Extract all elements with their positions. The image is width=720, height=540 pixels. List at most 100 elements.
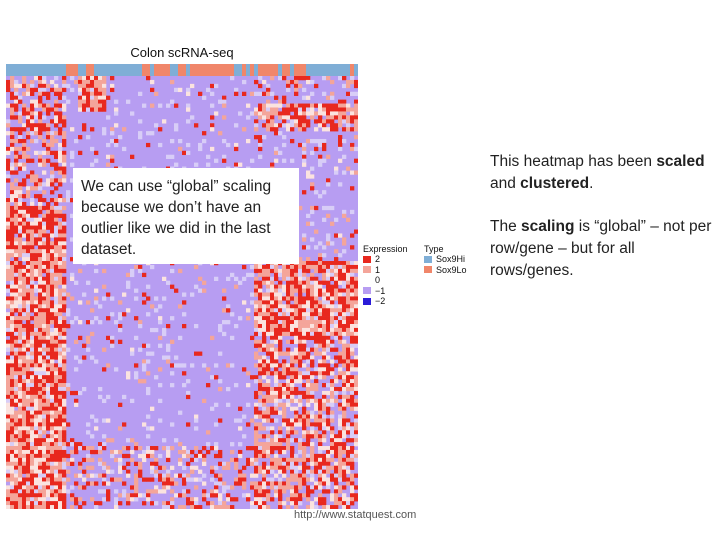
heatmap-cell — [338, 182, 343, 187]
heatmap-cell — [314, 465, 319, 470]
heatmap-cell — [274, 284, 279, 289]
heatmap-cell — [254, 390, 259, 396]
heatmap-cell — [78, 465, 83, 470]
heatmap-cell — [10, 457, 15, 463]
heatmap-cell — [58, 213, 63, 219]
heatmap-cell — [82, 485, 87, 490]
heatmap-cell — [330, 284, 335, 289]
heatmap-cell — [6, 174, 11, 179]
heatmap-cell — [38, 76, 43, 81]
heatmap-cell — [22, 418, 27, 423]
heatmap-cell — [190, 83, 195, 89]
heatmap-cell — [6, 284, 11, 289]
heatmap-cell — [26, 469, 31, 474]
heatmap-cell — [282, 316, 287, 321]
heatmap-cell — [6, 453, 11, 459]
heatmap-cell — [310, 363, 315, 368]
heatmap-cell — [326, 268, 331, 274]
heatmap-cell — [122, 312, 127, 317]
heatmap-cell — [318, 158, 323, 163]
heatmap-cell — [330, 347, 335, 352]
heatmap-cell — [22, 351, 27, 356]
heatmap-cell — [62, 123, 67, 128]
heatmap-cell — [50, 308, 55, 313]
heatmap-cell — [326, 477, 331, 482]
heatmap-cell — [298, 323, 303, 329]
heatmap-cell — [354, 386, 358, 392]
heatmap-cell — [30, 221, 35, 226]
heatmap-cell — [46, 257, 51, 262]
heatmap-cell — [54, 119, 59, 124]
heatmap-cell — [58, 327, 63, 333]
heatmap-cell — [346, 316, 351, 321]
heatmap-cell — [210, 335, 215, 341]
heatmap-cell — [58, 406, 63, 411]
heatmap-cell — [350, 316, 355, 321]
heatmap-cell — [90, 449, 95, 455]
heatmap-cell — [170, 339, 175, 344]
heatmap-cell — [274, 331, 279, 337]
heatmap-cell — [198, 469, 203, 474]
heatmap-cell — [222, 320, 227, 325]
heatmap-cell — [30, 383, 35, 388]
heatmap-cell — [122, 453, 127, 459]
heatmap-cell — [54, 225, 59, 230]
heatmap-cell — [170, 284, 175, 289]
heatmap-cell — [6, 158, 11, 163]
heatmap-cell — [178, 449, 183, 455]
heatmap-cell — [162, 446, 167, 451]
heatmap-cell — [98, 386, 103, 392]
heatmap-cell — [46, 327, 51, 333]
heatmap-cell — [306, 386, 311, 392]
heatmap-cell — [270, 123, 275, 128]
heatmap-cell — [6, 505, 11, 509]
heatmap-cell — [14, 410, 19, 415]
heatmap-cell — [278, 304, 283, 309]
heatmap-cell — [258, 292, 263, 297]
heatmap-cell — [354, 335, 358, 341]
heatmap-cell — [14, 497, 19, 502]
heatmap-cell — [338, 107, 343, 112]
heatmap-cell — [194, 426, 199, 431]
heatmap-cell — [326, 119, 331, 124]
heatmap-cell — [34, 422, 39, 427]
heatmap-cell — [34, 497, 39, 502]
heatmap-cell — [14, 276, 19, 281]
heatmap-cell — [50, 170, 55, 175]
heatmap-cell — [26, 186, 31, 191]
heatmap-cell — [214, 375, 219, 380]
heatmap-cell — [54, 406, 59, 411]
heatmap-cell — [114, 505, 119, 509]
heatmap-cell — [186, 489, 191, 494]
heatmap-cell — [62, 446, 67, 451]
heatmap-cell — [250, 501, 255, 506]
heatmap-cell — [38, 339, 43, 344]
heatmap-cell — [162, 501, 167, 506]
heatmap-cell — [262, 280, 267, 285]
heatmap-cell — [274, 316, 279, 321]
heatmap-cell — [50, 142, 55, 148]
heatmap-cell — [182, 150, 187, 156]
heatmap-cell — [38, 312, 43, 317]
heatmap-cell — [266, 119, 271, 124]
heatmap-cell — [262, 135, 267, 140]
heatmap-cell — [274, 158, 279, 163]
heatmap-cell — [46, 414, 51, 419]
heatmap-cell — [166, 449, 171, 455]
heatmap-cell — [26, 398, 31, 404]
heatmap-cell — [330, 493, 335, 498]
heatmap-cell — [78, 83, 83, 89]
type-bar-cell — [62, 64, 67, 76]
heatmap-cell — [274, 442, 279, 447]
heatmap-cell — [346, 379, 351, 384]
heatmap-cell — [342, 469, 347, 474]
heatmap-cell — [290, 331, 295, 337]
type-bar-cell — [134, 64, 139, 76]
heatmap-cell — [22, 264, 27, 270]
heatmap-cell — [250, 272, 255, 278]
heatmap-cell — [310, 485, 315, 490]
heatmap-cell — [342, 347, 347, 352]
heatmap-cell — [350, 76, 355, 81]
heatmap-cell — [326, 410, 331, 415]
heatmap-cell — [30, 284, 35, 289]
